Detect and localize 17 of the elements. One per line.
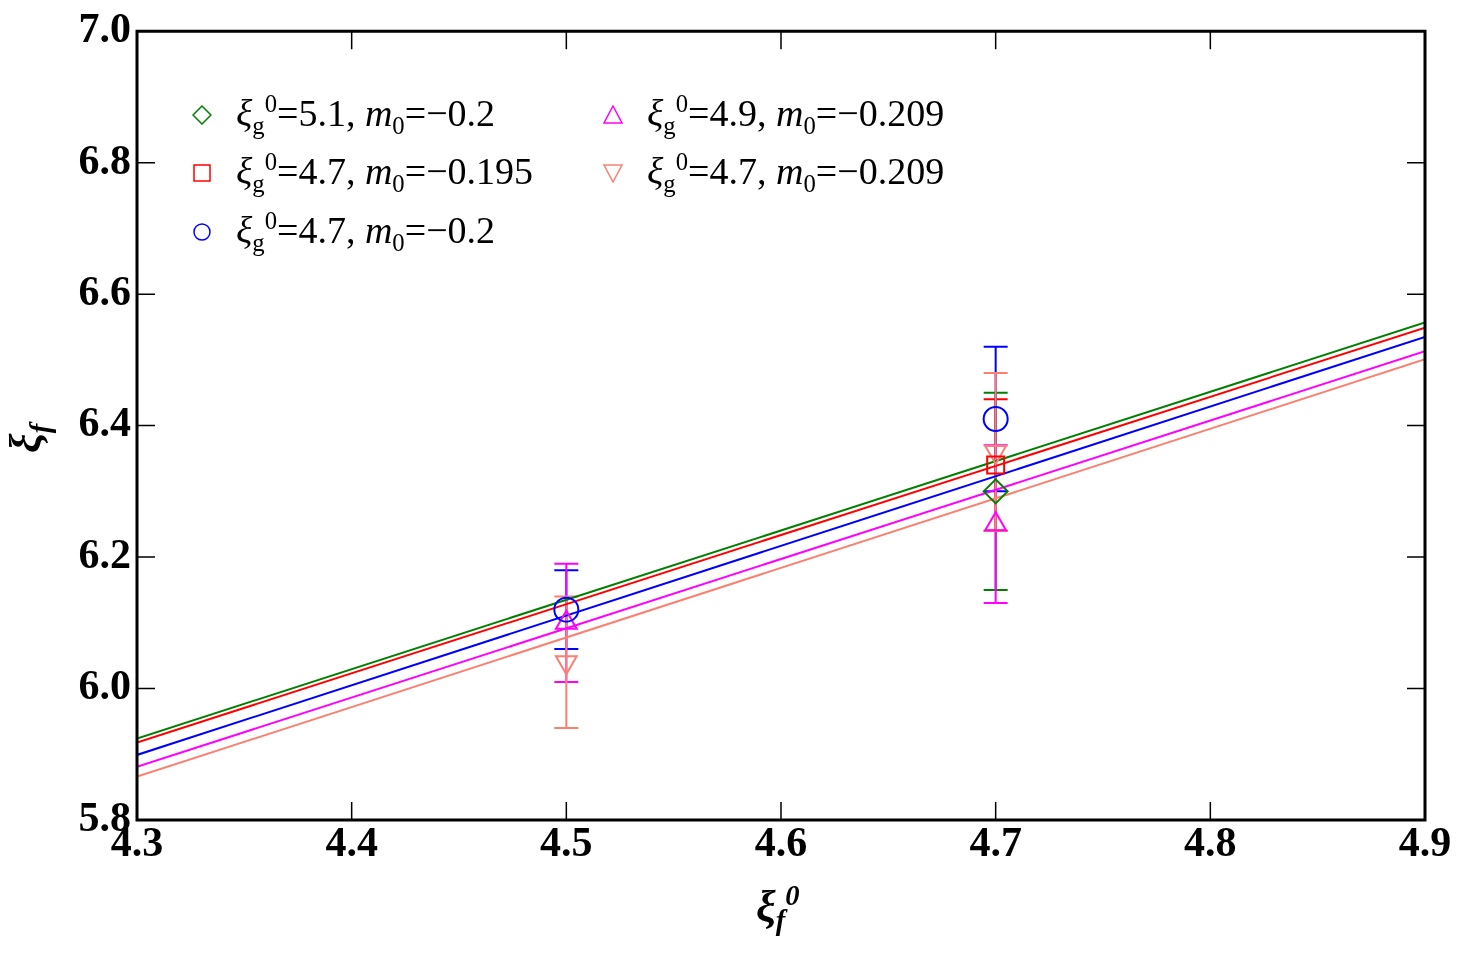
legend-label: ξ$_{g}$$^{0}$=4.7, m$_{0}$=−0.2 <box>236 206 496 257</box>
x-tick-label: 4.6 <box>754 819 808 866</box>
y-tick-label: 7.0 <box>78 5 131 52</box>
x-tick-label: 4.7 <box>969 819 1022 866</box>
legend-label: ξ$_{g}$$^{0}$=4.7, m$_{0}$=−0.209 <box>647 148 945 199</box>
y-tick-label: 6.6 <box>78 267 131 314</box>
y-tick-label: 6.0 <box>78 662 131 709</box>
x-tick-label: 4.8 <box>1184 819 1237 866</box>
legend-label: ξ$_{g}$$^{0}$=4.7, m$_{0}$=−0.195 <box>236 148 534 199</box>
legend-label: ξ$_{g}$$^{0}$=5.1, m$_{0}$=−0.2 <box>236 90 496 141</box>
legend-label: ξ$_{g}$$^{0}$=4.9, m$_{0}$=−0.209 <box>647 90 945 141</box>
y-tick-label: 6.4 <box>78 399 131 446</box>
x-tick-label: 4.5 <box>540 819 593 866</box>
y-tick-label: 6.8 <box>78 136 131 183</box>
x-tick-label: 4.9 <box>1398 819 1452 866</box>
y-tick-label: 6.2 <box>78 530 131 577</box>
x-tick-label: 4.4 <box>325 819 378 866</box>
